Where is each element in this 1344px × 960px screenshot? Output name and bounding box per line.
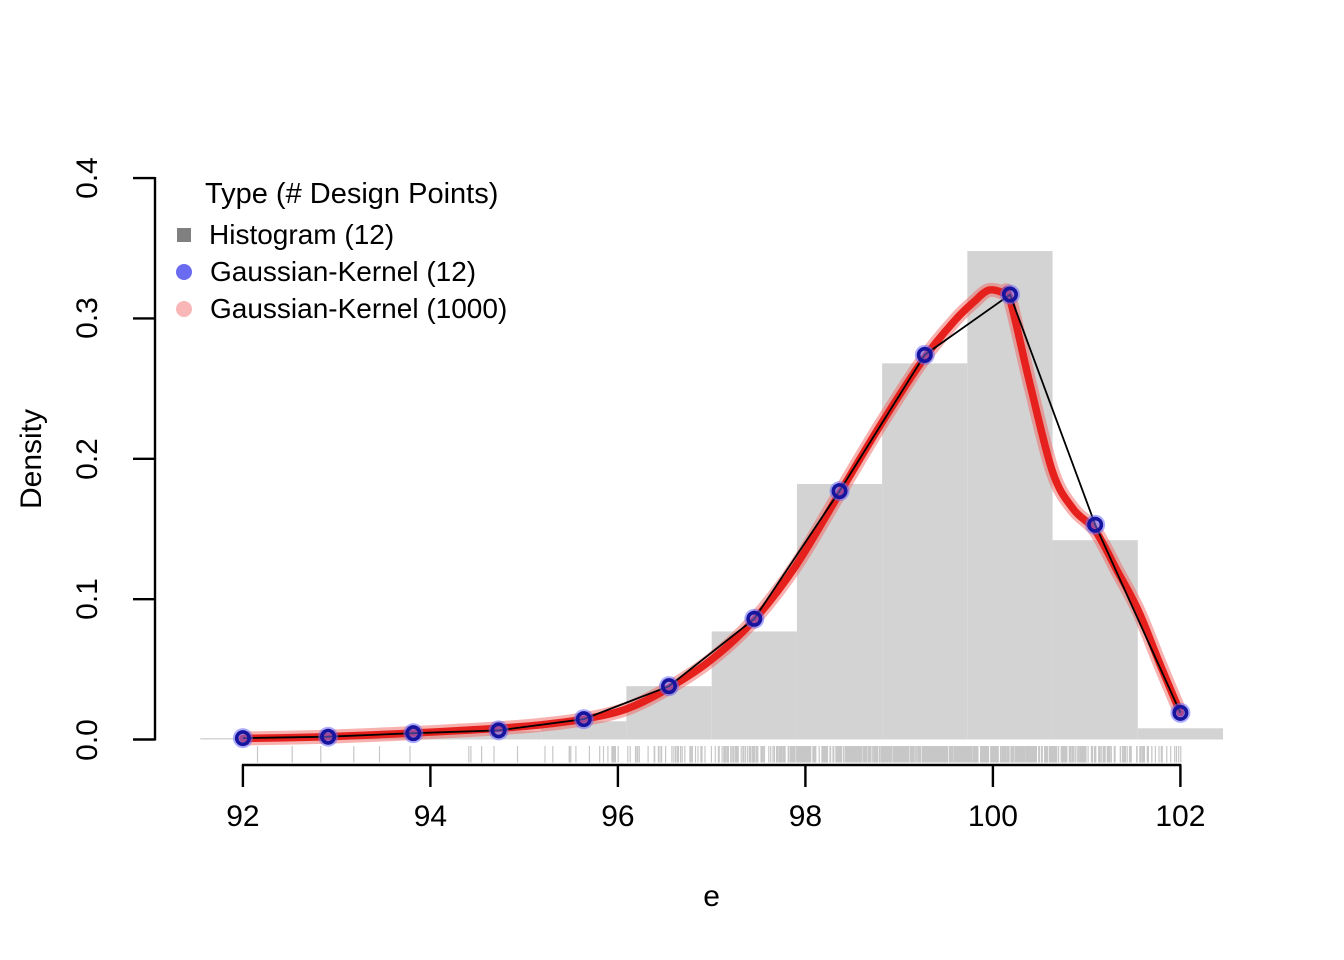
legend-item-label: Gaussian-Kernel (12) [210, 256, 477, 287]
y-tick-label: 0.1 [71, 578, 104, 620]
kernel12-point [1172, 704, 1189, 721]
legend-item-label: Gaussian-Kernel (1000) [210, 293, 508, 324]
x-tick-label: 102 [1155, 800, 1206, 833]
kernel12-point [490, 722, 507, 739]
x-tick-label: 96 [601, 800, 635, 833]
kernel12-dot-icon [176, 264, 192, 280]
histogram-bar [967, 251, 1053, 740]
histogram-bar [1137, 728, 1224, 740]
histogram-bar [796, 484, 883, 740]
kernel1000-dot-icon [176, 301, 192, 317]
histogram-swatch-icon [177, 228, 191, 242]
histogram-bar [882, 363, 968, 740]
legend-item-kernel12: Gaussian-Kernel (12) [170, 256, 477, 287]
kernel12-point [575, 711, 592, 728]
x-tick-label: 92 [226, 800, 260, 833]
x-tick-label: 98 [788, 800, 823, 833]
kernel12-point [405, 725, 422, 742]
x-axis-title: e [703, 880, 720, 913]
kernel12-point [831, 483, 848, 500]
legend-item-label: Histogram (12) [209, 219, 395, 250]
x-tick-label: 100 [967, 800, 1018, 833]
x-tick-label: 94 [413, 800, 448, 833]
legend-item-histogram: Histogram (12) [170, 219, 395, 250]
kernel12-point [1087, 516, 1104, 533]
kernel12-point [320, 728, 337, 745]
y-tick-label: 0.3 [71, 297, 104, 340]
kernel12-point [746, 610, 763, 627]
y-tick-label: 0.4 [71, 157, 104, 199]
y-axis-title: Density [15, 408, 48, 509]
histogram-bar [1052, 540, 1138, 740]
axis-ticks [133, 176, 1182, 787]
kernel12-point [234, 730, 251, 747]
rug-ticks [256, 746, 1182, 763]
y-tick-label: 0.0 [71, 718, 104, 761]
legend-title: Type (# Design Points) [205, 178, 499, 210]
kernel12-point [1001, 286, 1018, 303]
kernel12-point [916, 346, 933, 363]
kernel12-line [242, 293, 1182, 739]
kernel12-point [660, 678, 677, 695]
legend-item-kernel1000: Gaussian-Kernel (1000) [170, 293, 508, 324]
y-tick-label: 0.2 [71, 437, 104, 480]
